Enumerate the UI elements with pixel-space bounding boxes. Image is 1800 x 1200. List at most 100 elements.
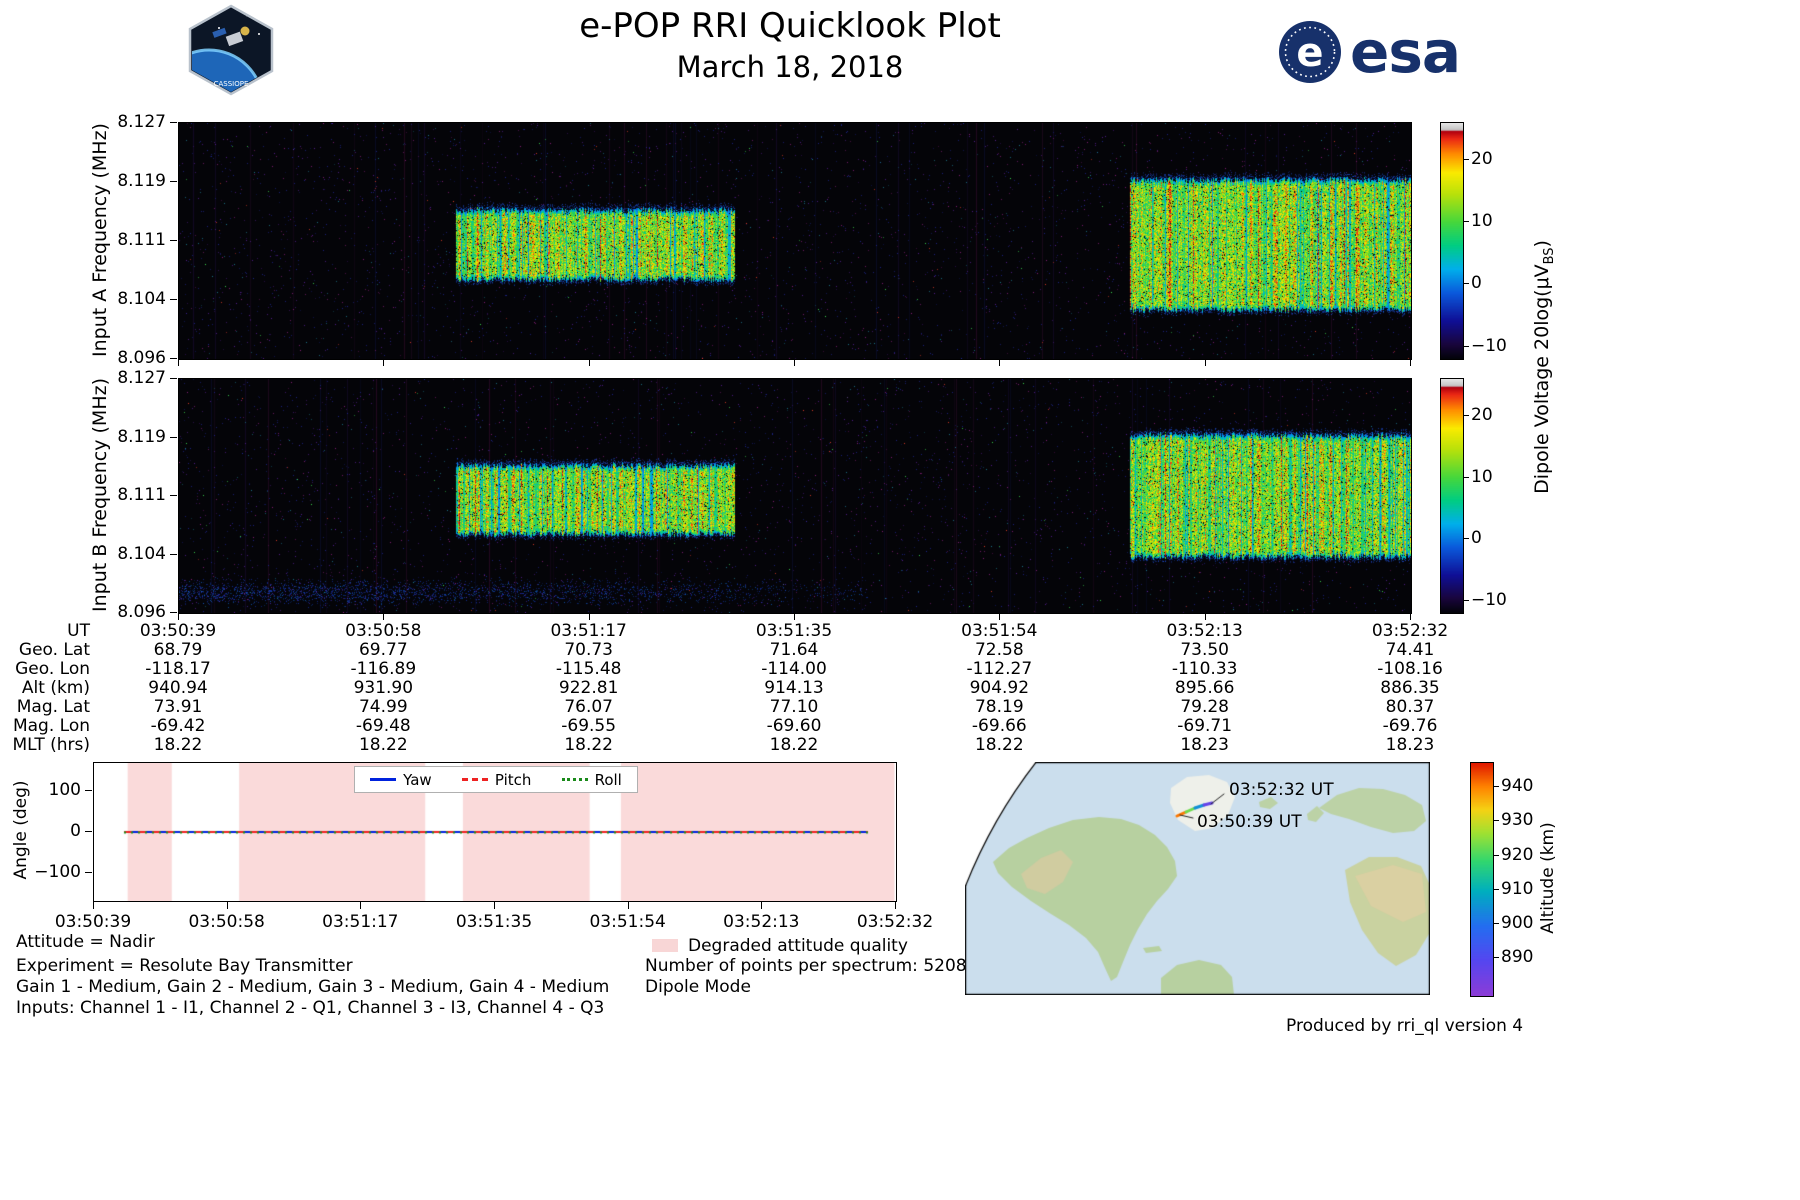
ephemeris-cell: 18.23	[1385, 735, 1435, 755]
attitude-xtick-mark	[494, 902, 495, 909]
dashed-line-icon	[461, 778, 488, 781]
attitude-xtick-label: 03:51:35	[455, 912, 533, 932]
altitude-colorbar-label: Altitude (km)	[1538, 822, 1558, 934]
attitude-ytick-mark	[85, 872, 92, 873]
ephemeris-cell: -115.48	[555, 659, 622, 679]
solid-line-icon	[370, 778, 397, 781]
ephemeris-cell: 74.99	[358, 697, 408, 717]
freq-tick-label: 8.096	[117, 348, 166, 368]
ephemeris-cell: 18.22	[974, 735, 1024, 755]
freq-tick-label: 8.127	[117, 368, 166, 388]
colorbar-label-math: 20log(μV	[1531, 264, 1554, 350]
freq-tick-mark	[170, 181, 177, 182]
degraded-quality-swatch	[652, 939, 678, 952]
attitude-ytick-label: 100	[48, 780, 81, 801]
colorbar-tick-label: −10	[1471, 335, 1507, 356]
ephemeris-cell: -114.00	[761, 659, 827, 679]
colorbar-label-close: )	[1531, 240, 1554, 248]
ephemeris-cell: 80.37	[1385, 697, 1435, 717]
page-subtitle: March 18, 2018	[676, 50, 904, 84]
freq-tick-label: 8.119	[117, 426, 166, 447]
ephemeris-cell: 71.64	[769, 640, 819, 660]
freq-tick-label: 8.096	[117, 602, 166, 622]
alt-colorbar-tick-mark	[1494, 957, 1499, 958]
ephemeris-cell: -110.33	[1171, 659, 1238, 679]
ephemeris-cell: -69.60	[766, 716, 822, 736]
alt-colorbar-tick-mark	[1494, 786, 1499, 787]
ephemeris-cell: 03:51:35	[755, 621, 833, 641]
track-start-label: 03:50:39 UT	[1197, 812, 1302, 832]
attitude-xtick-label: 03:50:39	[54, 912, 132, 932]
time-tick-mark	[383, 360, 384, 366]
spectrogram-b	[178, 378, 1412, 614]
freq-tick-label: 8.104	[117, 289, 166, 309]
legend-item-pitch: Pitch	[461, 771, 531, 789]
ephemeris-cell: 18.23	[1180, 735, 1229, 755]
ephemeris-cell: 18.22	[564, 735, 613, 755]
colorbar-tick-mark	[1464, 477, 1469, 478]
colorbar-label-prefix: Dipole Voltage	[1531, 349, 1554, 494]
ephemeris-cell: 77.10	[769, 697, 819, 717]
colorbar-tick-mark	[1464, 346, 1469, 347]
ground-track-map	[965, 762, 1430, 995]
freq-tick-mark	[170, 437, 177, 438]
ephemeris-cell: -116.89	[350, 659, 417, 679]
colorbar-tick-label: 0	[1471, 528, 1482, 549]
colorbar-tick-mark	[1464, 159, 1469, 160]
attitude-xtick-mark	[93, 902, 94, 909]
ephemeris-row-label: Alt (km)	[21, 678, 90, 698]
ephemeris-cell: 895.66	[1174, 678, 1235, 698]
attitude-xtick-label: 03:51:17	[322, 912, 399, 932]
attitude-ytick-mark	[85, 831, 92, 832]
colorbar-tick-label: 10	[1471, 211, 1493, 232]
freq-tick-label: 8.111	[117, 230, 166, 250]
esa-wordmark: esa	[1350, 18, 1461, 86]
attitude-xtick-label: 03:50:58	[188, 912, 265, 932]
colorbar-tick-mark	[1464, 600, 1469, 601]
dotted-line-icon	[561, 778, 588, 781]
colorbar-b	[1440, 378, 1464, 614]
freq-tick-mark	[170, 240, 177, 241]
attitude-mode-text: Attitude = Nadir	[16, 932, 155, 952]
ephemeris-cell: -69.71	[1177, 716, 1233, 736]
alt-colorbar-tick-mark	[1494, 855, 1499, 856]
time-tick-mark	[178, 360, 179, 366]
time-tick-mark	[794, 360, 795, 366]
attitude-xtick-mark	[227, 902, 228, 909]
attitude-legend: Yaw Pitch Roll	[354, 766, 638, 793]
freq-tick-mark	[170, 378, 177, 379]
ephemeris-cell: 03:50:39	[139, 621, 217, 641]
ephemeris-row-label: Geo. Lat	[18, 640, 90, 660]
time-tick-mark	[999, 360, 1000, 366]
ephemeris-cell: 73.91	[153, 697, 203, 717]
legend-label: Roll	[594, 770, 622, 789]
attitude-ytick-mark	[85, 790, 92, 791]
ephemeris-row-label: Geo. Lon	[15, 659, 90, 679]
legend-item-roll: Roll	[561, 770, 622, 789]
time-tick-mark	[1205, 360, 1206, 366]
inputs-text: Inputs: Channel 1 - I1, Channel 2 - Q1, …	[16, 998, 605, 1018]
freq-tick-label: 8.119	[117, 171, 166, 191]
colorbar-tick-label: 10	[1471, 466, 1493, 487]
alt-colorbar-tick-label: 910	[1501, 878, 1534, 899]
esa-logo: e esa	[1278, 18, 1461, 86]
time-tick-mark	[589, 614, 590, 620]
colorbar-label: Dipole Voltage 20log(μVBS)	[1531, 240, 1557, 494]
esa-disc-icon: e	[1279, 21, 1341, 83]
colorbar-tick-label: −10	[1471, 589, 1507, 610]
freq-tick-mark	[170, 612, 177, 613]
ephemeris-cell: -69.55	[561, 716, 617, 736]
ephemeris-cell: 922.81	[558, 678, 619, 698]
attitude-xtick-mark	[628, 902, 629, 909]
attitude-xtick-mark	[761, 902, 762, 909]
ephemeris-cell: 904.92	[969, 678, 1030, 698]
colorbar-tick-label: 0	[1471, 273, 1482, 294]
ephemeris-cell: 931.90	[353, 678, 414, 698]
ephemeris-row-label: Mag. Lon	[12, 716, 90, 736]
freq-tick-label: 8.104	[117, 543, 166, 564]
ephemeris-cell: 18.22	[769, 735, 819, 755]
alt-colorbar-tick-mark	[1494, 820, 1499, 821]
freq-tick-mark	[170, 122, 177, 123]
spectrogram-a	[178, 122, 1412, 360]
attitude-xtick-label: 03:51:54	[589, 912, 666, 932]
